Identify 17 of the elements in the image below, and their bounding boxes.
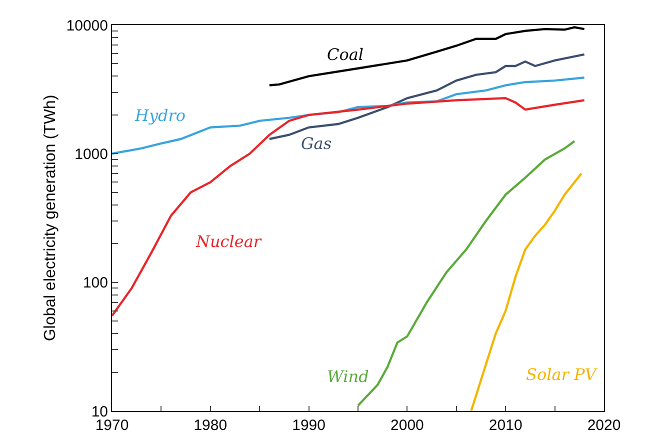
x-tick-label: 2000 (390, 417, 424, 434)
line-series (112, 97, 586, 317)
y-tick-label: 10000 (66, 17, 108, 34)
series-label: Hydro (134, 106, 186, 125)
y-tick-label: 100 (82, 274, 108, 292)
x-tick-label: 1980 (194, 417, 228, 434)
x-tick-label: 1990 (292, 417, 326, 434)
line-series (112, 76, 586, 155)
series-label: Gas (301, 134, 332, 153)
series-label: Nuclear (195, 232, 262, 251)
text: Solar PV (526, 365, 598, 384)
y-axis-title: Global electricity generation (TWh) (42, 94, 60, 342)
x-tick-label: 2010 (488, 417, 522, 434)
y-tick-label: 1000 (74, 146, 108, 163)
x-tick-label: 2020 (587, 417, 621, 434)
series-label: Coal (327, 45, 364, 64)
series-label: Wind (327, 367, 369, 386)
